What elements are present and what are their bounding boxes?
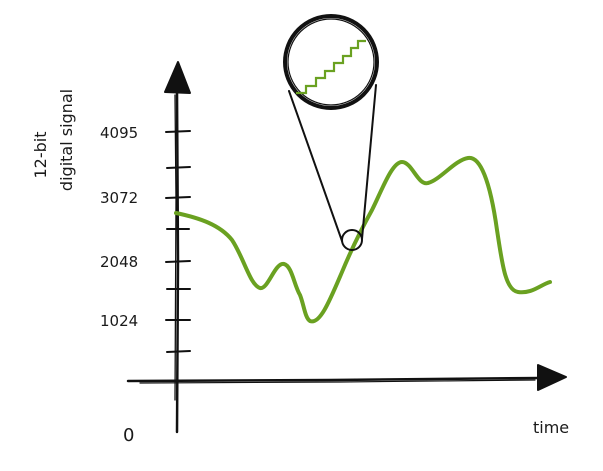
y-axis-line [175, 88, 180, 434]
y-axis-ticks [165, 130, 191, 353]
quantization-steps [296, 39, 366, 95]
zoom-detail-circle [283, 14, 379, 110]
y-axis-title-line1: 12-bit [31, 131, 50, 178]
tick-minor [166, 350, 191, 353]
tick-label-3072: 3072 [100, 189, 138, 207]
tick-4095 [165, 130, 191, 133]
signal-curve [174, 155, 552, 324]
y-axis-line-double [174, 94, 177, 401]
origin-label: 0 [123, 425, 134, 446]
tick-minor [166, 166, 191, 169]
tick-label-2048: 2048 [100, 253, 138, 271]
tick-3072 [165, 196, 191, 199]
x-axis-arrowhead [537, 364, 567, 391]
y-axis-title-line2: digital signal [57, 89, 76, 191]
zoom-cone-left [288, 90, 343, 242]
x-axis-title: time [533, 418, 569, 437]
x-axis-line-double [139, 379, 536, 384]
y-axis-arrowhead [164, 61, 191, 94]
tick-2048 [165, 260, 191, 263]
tick-label-1024: 1024 [100, 312, 138, 330]
zoom-detail-circle-inner [287, 18, 375, 106]
zoom-cone-right [361, 84, 377, 240]
tick-label-4095: 4095 [100, 124, 138, 142]
x-axis-line [126, 376, 542, 383]
